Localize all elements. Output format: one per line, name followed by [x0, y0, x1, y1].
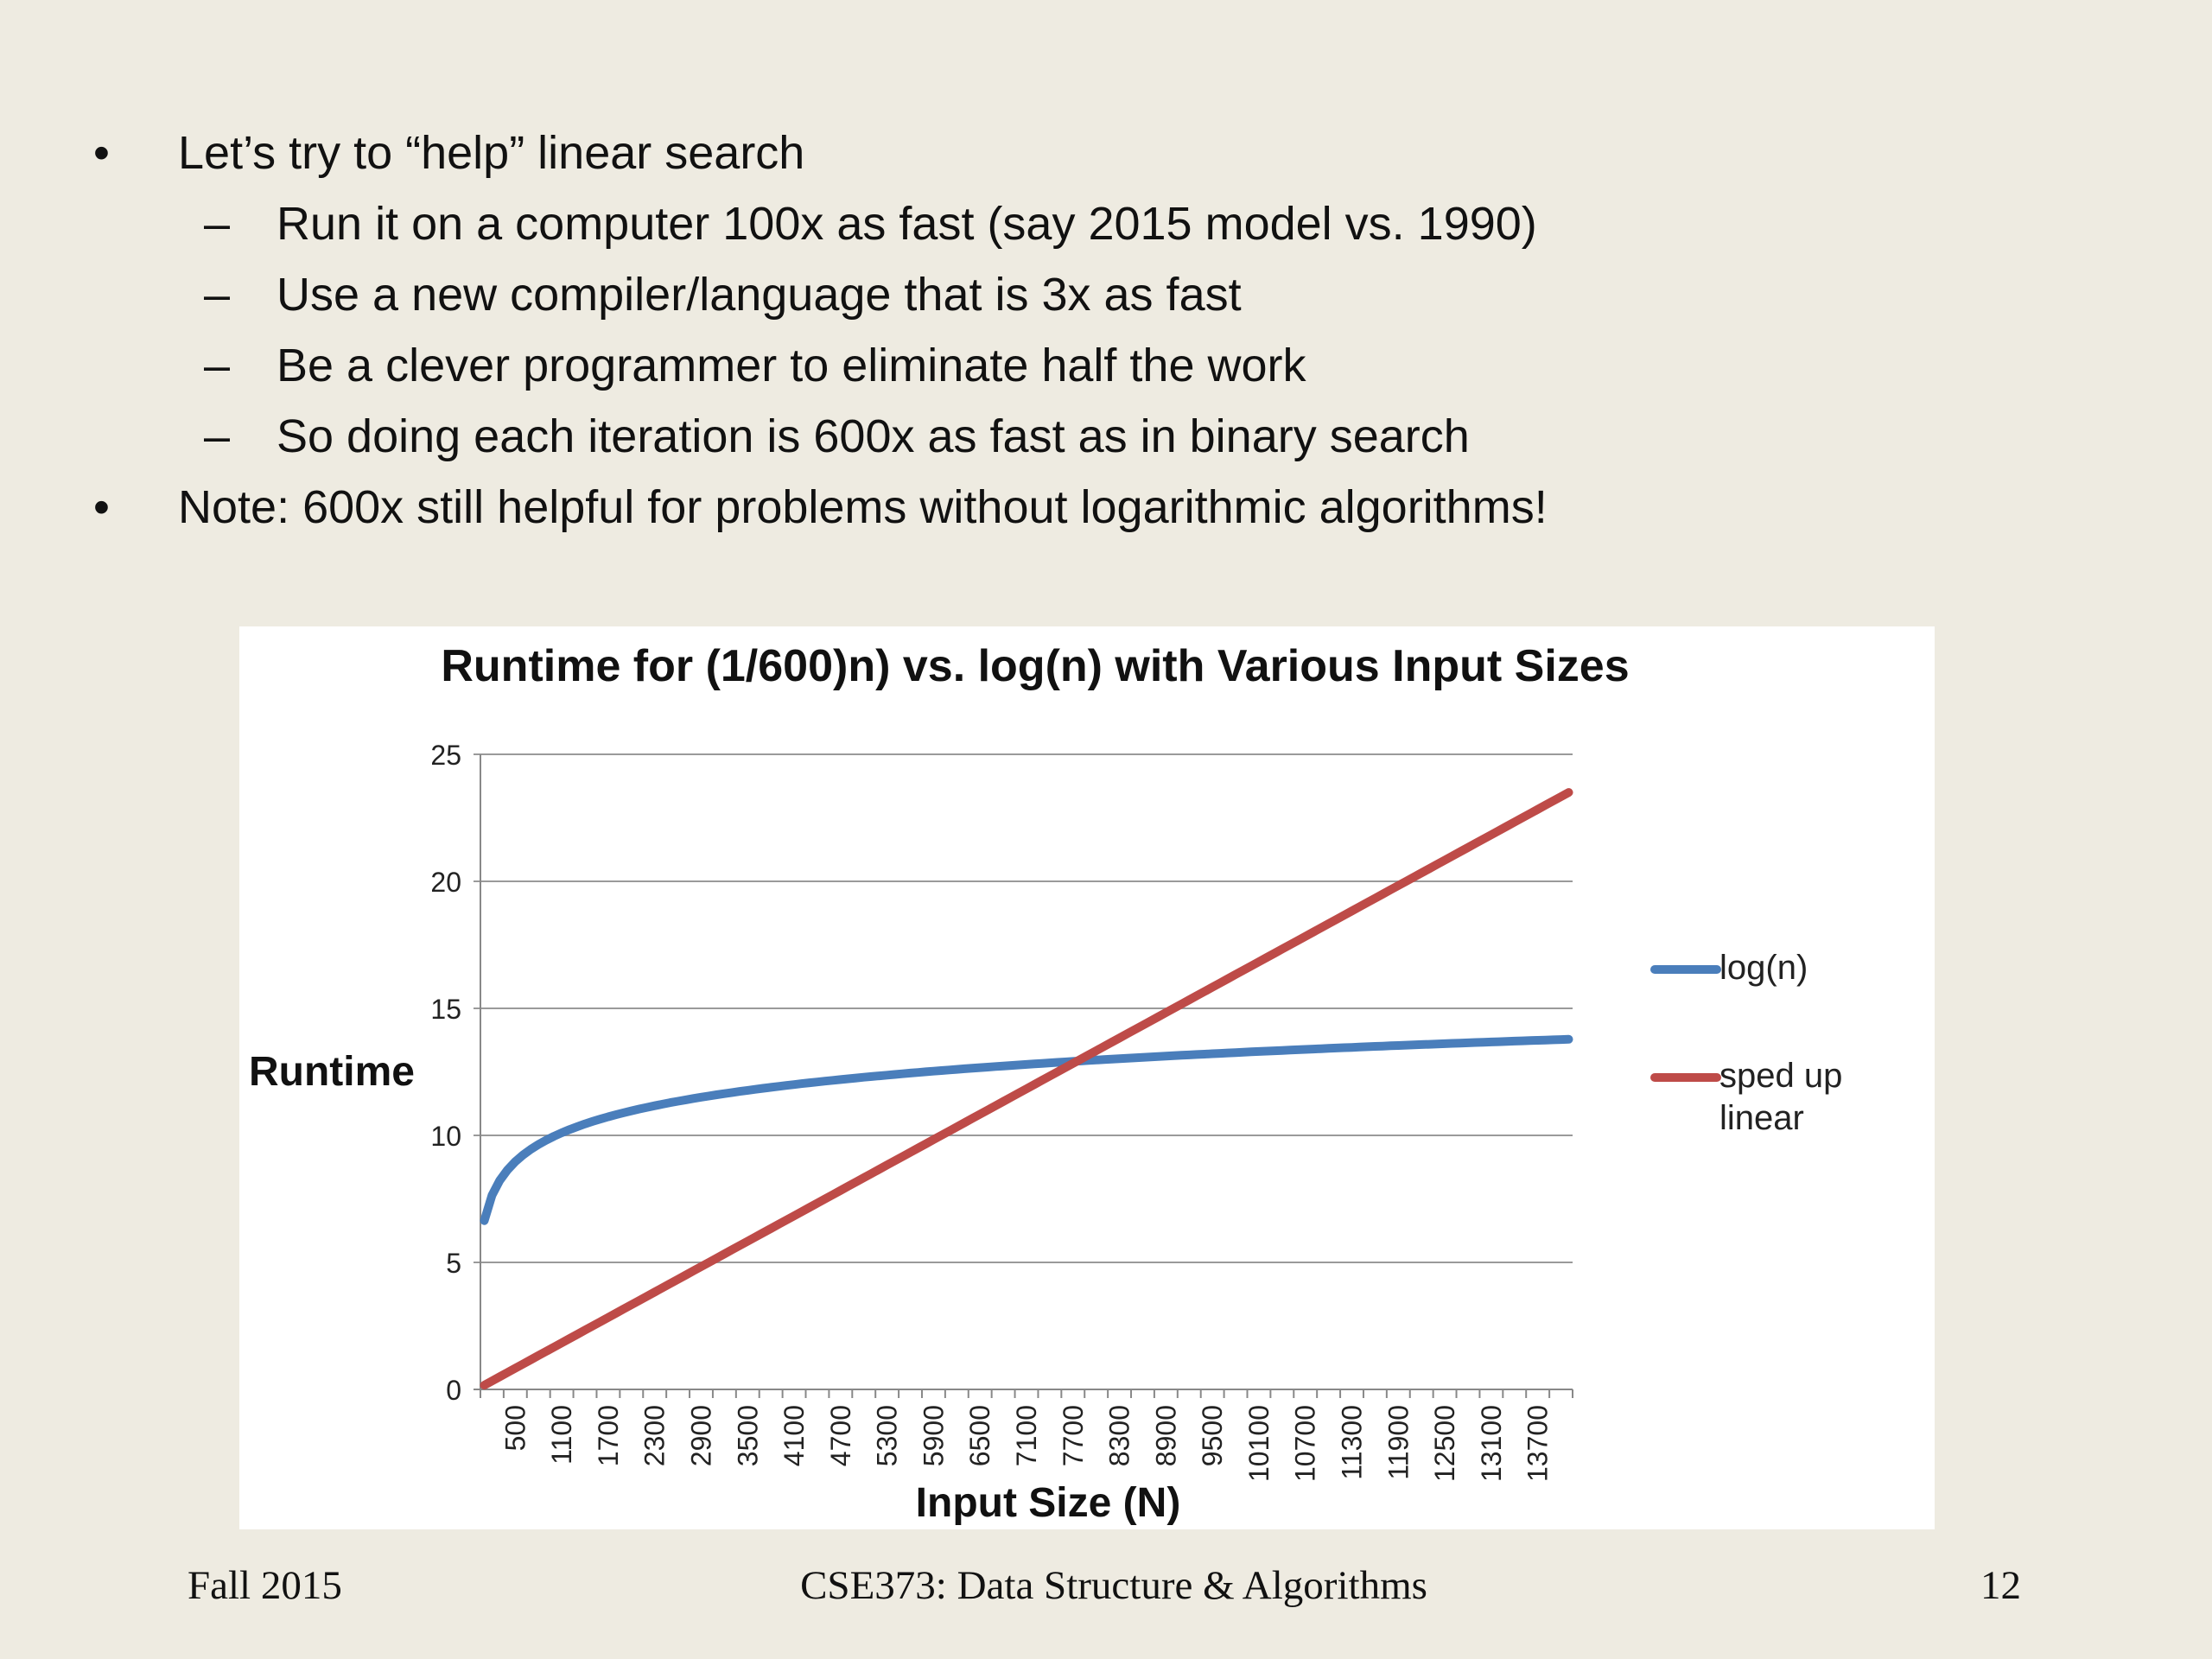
- chart-title: Runtime for (1/600)n) vs. log(n) with Va…: [441, 641, 1629, 691]
- slide-number: 12: [1980, 1563, 2021, 1608]
- bullet-text: Let’s try to “help” linear search: [178, 127, 805, 179]
- y-tick-label: 0: [446, 1375, 461, 1406]
- x-tick-label: 11900: [1382, 1405, 1414, 1480]
- bullet-text: Note: 600x still helpful for problems wi…: [178, 481, 1548, 533]
- dash-marker: –: [204, 340, 231, 391]
- x-tick-label: 500: [499, 1405, 531, 1451]
- y-tick-label: 15: [430, 994, 461, 1025]
- legend-label: log(n): [1719, 949, 1808, 987]
- x-tick-label: 6500: [964, 1405, 995, 1466]
- x-tick-label: 5900: [918, 1405, 949, 1466]
- x-tick-label: 4700: [825, 1405, 856, 1466]
- y-tick-label: 20: [430, 867, 461, 898]
- y-axis-title: Runtime: [249, 1049, 415, 1095]
- legend-label: sped up linear: [1719, 1057, 1842, 1137]
- x-axis-title: Input Size (N): [916, 1480, 1181, 1526]
- series-line-log: [480, 1034, 1573, 1225]
- x-tick-label: 11300: [1337, 1405, 1368, 1480]
- series-line-linear: [480, 788, 1573, 1390]
- x-tick-label: 10700: [1290, 1405, 1321, 1482]
- dash-marker: –: [204, 410, 231, 462]
- x-tick-label: 1100: [546, 1405, 577, 1465]
- footer-date: Fall 2015: [188, 1563, 342, 1608]
- footer-course: CSE373: Data Structure & Algorithms: [800, 1563, 1427, 1608]
- x-tick-label: 2300: [639, 1405, 671, 1466]
- x-tick-label: 5300: [872, 1405, 903, 1466]
- x-tick-label: 4100: [779, 1405, 810, 1466]
- bullet-text: Use a new compiler/language that is 3x a…: [276, 269, 1242, 321]
- x-tick-label: 10100: [1243, 1405, 1274, 1482]
- bullet-text: Be a clever programmer to eliminate half…: [276, 340, 1306, 391]
- y-tick-label: 5: [446, 1248, 461, 1279]
- x-tick-label: 13700: [1522, 1405, 1554, 1482]
- y-tick-label: 10: [430, 1121, 461, 1152]
- x-tick-label: 7700: [1058, 1405, 1089, 1466]
- bullet-marker: •: [93, 127, 110, 179]
- x-tick-label: 8300: [1104, 1405, 1135, 1466]
- x-tick-label: 13100: [1476, 1405, 1507, 1482]
- dash-marker: –: [204, 198, 231, 250]
- bullet-text: Run it on a computer 100x as fast (say 2…: [276, 198, 1537, 250]
- y-tick-label: 25: [430, 740, 461, 771]
- bullet-text: So doing each iteration is 600x as fast …: [276, 410, 1470, 462]
- bullet-marker: •: [93, 481, 110, 533]
- x-tick-label: 9500: [1197, 1405, 1228, 1466]
- x-tick-label: 12500: [1429, 1405, 1460, 1482]
- x-tick-label: 3500: [732, 1405, 763, 1466]
- x-tick-label: 7100: [1011, 1405, 1042, 1466]
- x-tick-label: 8900: [1150, 1405, 1181, 1466]
- chart-panel: Runtime for (1/600)n) vs. log(n) with Va…: [239, 626, 1935, 1529]
- x-tick-label: 2900: [685, 1405, 716, 1466]
- line-chart: Runtime for (1/600)n) vs. log(n) with Va…: [249, 641, 1842, 1526]
- x-tick-label: 1700: [593, 1405, 624, 1466]
- dash-marker: –: [204, 269, 231, 321]
